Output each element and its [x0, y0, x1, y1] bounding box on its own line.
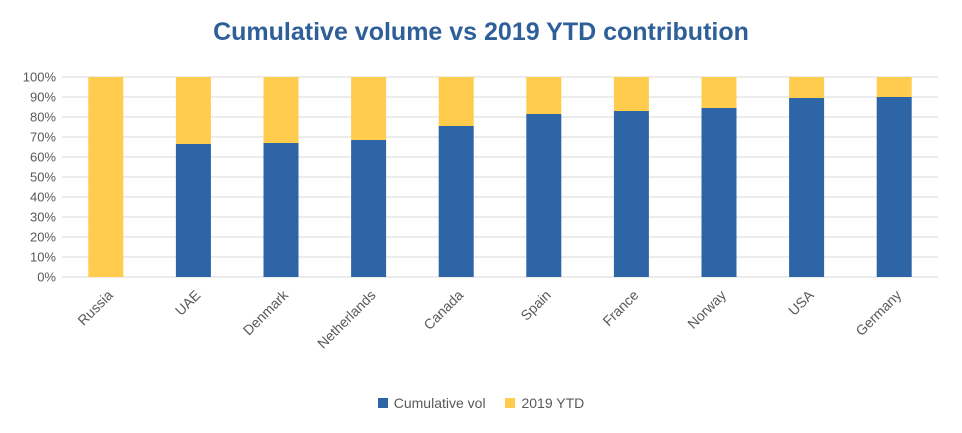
- x-tick-label-uae: UAE: [172, 287, 204, 319]
- y-tick-label: 30%: [30, 210, 56, 225]
- bar-cumulative-vol-germany: [876, 97, 912, 277]
- bar-2019-ytd-germany: [876, 77, 912, 97]
- bar-2019-ytd-uae: [175, 77, 211, 144]
- legend-swatch-2019-ytd: [505, 398, 516, 408]
- bar-cumulative-vol-denmark: [263, 143, 299, 277]
- y-tick-label: 40%: [30, 190, 56, 205]
- y-tick-label: 50%: [30, 170, 56, 185]
- y-tick-label: 90%: [30, 90, 56, 105]
- x-tick-label-netherlands: Netherlands: [314, 287, 379, 352]
- bar-cumulative-vol-uae: [175, 144, 211, 277]
- legend-item-cumulative-vol: Cumulative vol: [377, 395, 486, 411]
- bar-cumulative-vol-spain: [526, 114, 562, 277]
- x-tick-label-spain: Spain: [517, 287, 554, 324]
- legend-item-2019-ytd: 2019 YTD: [505, 395, 584, 411]
- bar-2019-ytd-spain: [526, 77, 562, 114]
- x-tick-label-norway: Norway: [684, 287, 729, 332]
- x-tick-label-denmark: Denmark: [240, 286, 292, 338]
- x-axis-ticks: Russia UAE Denmark Netherlands Canada Spain Fr…: [74, 286, 904, 351]
- y-tick-label: 70%: [30, 130, 56, 145]
- chart-title: Cumulative volume vs 2019 YTD contributi…: [213, 18, 749, 46]
- legend-label-cumulative-vol: Cumulative vol: [393, 395, 486, 411]
- bar-2019-ytd-norway: [701, 77, 737, 108]
- legend: Cumulative vol 2019 YTD: [0, 395, 962, 411]
- bar-cumulative-vol-netherlands: [351, 140, 387, 277]
- y-tick-label: 10%: [30, 250, 56, 265]
- y-tick-label: 0%: [37, 270, 56, 285]
- legend-label-2019-ytd: 2019 YTD: [521, 395, 585, 411]
- legend-swatch-cumulative-vol: [377, 398, 388, 408]
- bar-cumulative-vol-canada: [438, 126, 474, 277]
- y-tick-label: 100%: [23, 70, 57, 85]
- x-tick-label-canada: Canada: [420, 287, 466, 333]
- x-tick-label-germany: Germany: [852, 287, 904, 339]
- bar-2019-ytd-russia: [88, 77, 124, 277]
- bars: [88, 77, 912, 277]
- bar-cumulative-vol-france: [613, 111, 649, 277]
- bar-2019-ytd-france: [613, 77, 649, 111]
- bar-cumulative-vol-norway: [701, 108, 737, 277]
- bar-2019-ytd-netherlands: [351, 77, 387, 140]
- x-tick-label-france: France: [599, 287, 641, 329]
- y-axis-ticks: 0% 10% 20% 30% 40% 50% 60% 70% 80% 90% 100%: [23, 70, 57, 285]
- y-tick-label: 20%: [30, 230, 56, 245]
- x-tick-label-russia: Russia: [74, 287, 116, 329]
- bar-cumulative-vol-usa: [789, 98, 825, 277]
- y-tick-label: 60%: [30, 150, 56, 165]
- bar-2019-ytd-usa: [789, 77, 825, 98]
- x-tick-label-usa: USA: [785, 286, 817, 318]
- y-tick-label: 80%: [30, 110, 56, 125]
- bar-2019-ytd-denmark: [263, 77, 299, 143]
- bar-2019-ytd-canada: [438, 77, 474, 126]
